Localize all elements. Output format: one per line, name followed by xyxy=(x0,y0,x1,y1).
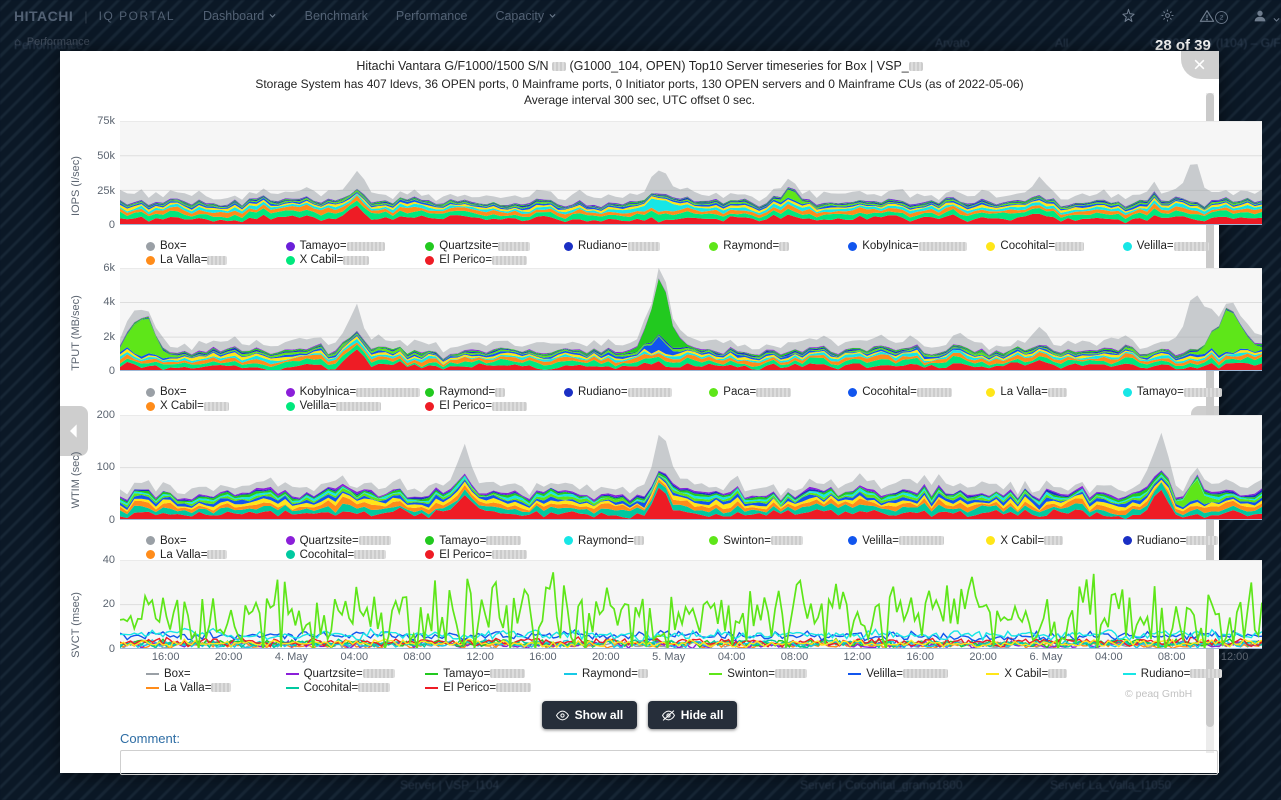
svg-text:2: 2 xyxy=(1220,14,1224,21)
